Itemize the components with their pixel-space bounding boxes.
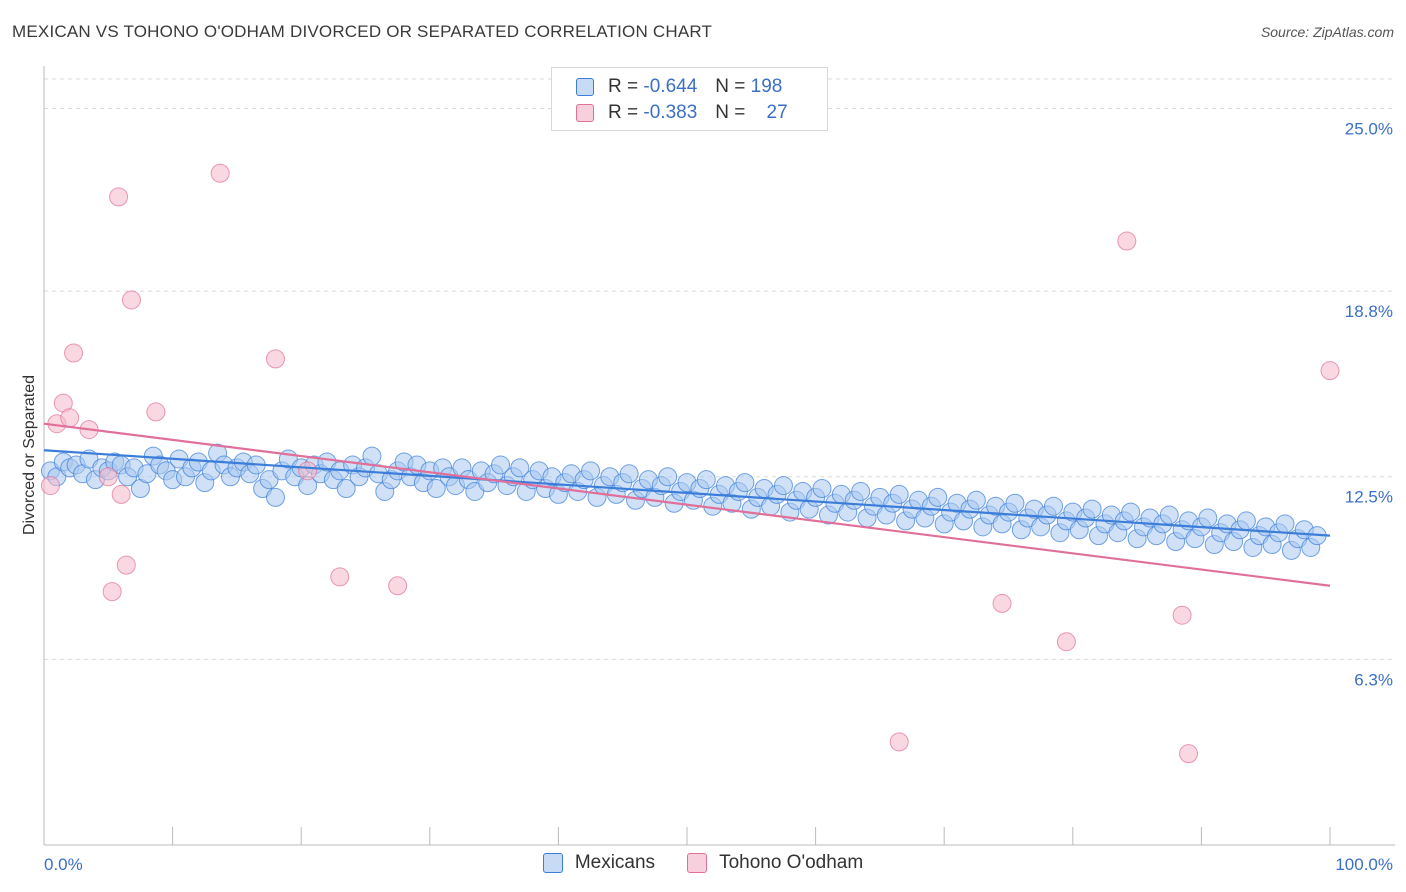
series-legend-mexicans: Mexicans (542, 852, 656, 874)
axes (43, 66, 1395, 846)
series-name-tohono: Tohono O'odham (719, 852, 864, 873)
mexicans-point (889, 484, 909, 504)
x-tick-label: 100.0% (1335, 855, 1393, 874)
series-swatch-blue (542, 853, 563, 873)
mexicans-point (658, 467, 678, 487)
source-label: Source: ZipAtlas.com (1260, 24, 1394, 40)
mexicans-point (812, 479, 832, 499)
legend-row-mexicans: R = -0.644 N = 198 (576, 75, 782, 99)
legend-r-label: R = (608, 76, 639, 97)
tohono-point (64, 343, 84, 363)
tohono-point (298, 461, 318, 481)
series-swatch-pink (687, 853, 708, 873)
mexicans-trend-line (43, 449, 1331, 537)
tohono-trend-line (43, 422, 1331, 587)
legend-n-value: 198 (750, 76, 783, 97)
grid-lines (44, 78, 1395, 660)
legend-r-label: R = (608, 102, 639, 123)
trend-lines (43, 422, 1331, 587)
tohono-point (121, 290, 141, 310)
mexicans-point (851, 481, 871, 501)
mexicans-point (426, 479, 446, 499)
tohono-point (60, 408, 80, 428)
tohono-point (889, 732, 909, 752)
mexicans-point (1275, 514, 1295, 534)
mexicans-point (265, 487, 285, 507)
tohono-point (992, 593, 1012, 613)
legend-row-tohono: R = -0.383 N = 27 (576, 101, 788, 125)
mexicans-point (773, 476, 793, 496)
mexicans-point (336, 479, 356, 499)
mexicans-point (696, 470, 716, 490)
mexicans-point (1082, 499, 1102, 519)
tohono-point (1172, 605, 1192, 625)
tohono-point (40, 476, 60, 496)
mexicans-point (1044, 496, 1064, 516)
mexicans-point (966, 490, 986, 510)
mexicans-point (362, 446, 382, 466)
tohono-point (98, 467, 118, 487)
tohono-point (1179, 744, 1199, 764)
tohono-point (265, 349, 285, 369)
mexicans-point (491, 455, 511, 475)
y-tick-label: 6.3% (1354, 670, 1393, 689)
tohono-point (1320, 361, 1340, 381)
series-legend-tohono: Tohono O'odham (687, 852, 863, 874)
series-name-mexicans: Mexicans (574, 852, 656, 873)
mexicans-point (1236, 511, 1256, 531)
tohono-point (109, 187, 129, 207)
chart-title: MEXICAN VS TOHONO O'ODHAM DIVORCED OR SE… (12, 22, 713, 41)
tohono-point (111, 484, 131, 504)
tohono-point (116, 555, 136, 575)
legend-swatch-pink (576, 104, 594, 122)
mexicans-point (1159, 505, 1179, 525)
mexicans-point (510, 458, 530, 478)
series-legend: Mexicans Tohono O'odham (0, 852, 1406, 874)
mexicans-point (1121, 502, 1141, 522)
tick-labels: 6.3% 12.5% 18.8% 25.0% 0.0% 100.0% (44, 119, 1393, 874)
y-tick-label: 18.8% (1345, 302, 1393, 321)
y-axis-label: Divorced or Separated (21, 375, 38, 535)
tohono-point (146, 402, 166, 422)
legend-n-label: N = (715, 76, 746, 97)
y-tick-label: 25.0% (1345, 119, 1393, 138)
tohono-point (1117, 231, 1137, 251)
mexicans-point (735, 473, 755, 493)
legend-n-label: N = (715, 102, 746, 123)
mexicans-point (1005, 493, 1025, 513)
data-points (40, 163, 1340, 764)
mexicans-point (581, 461, 601, 481)
legend-r-value: -0.383 (643, 102, 698, 123)
tohono-point (102, 582, 122, 602)
x-tick-label: 0.0% (44, 855, 83, 874)
stats-legend: R = -0.644 N = 198 R = -0.383 N = 27 (551, 67, 828, 131)
legend-swatch-blue (576, 78, 594, 96)
tohono-point (210, 163, 230, 183)
y-tick-label: 12.5% (1345, 488, 1393, 507)
legend-n-value: 27 (766, 102, 788, 123)
tohono-point (1056, 632, 1076, 652)
mexicans-point (619, 464, 639, 484)
mexicans-point (1198, 508, 1218, 528)
tohono-point (388, 576, 408, 596)
legend-r-value: -0.644 (643, 76, 698, 97)
tohono-point (330, 567, 350, 587)
mexicans-point (928, 487, 948, 507)
